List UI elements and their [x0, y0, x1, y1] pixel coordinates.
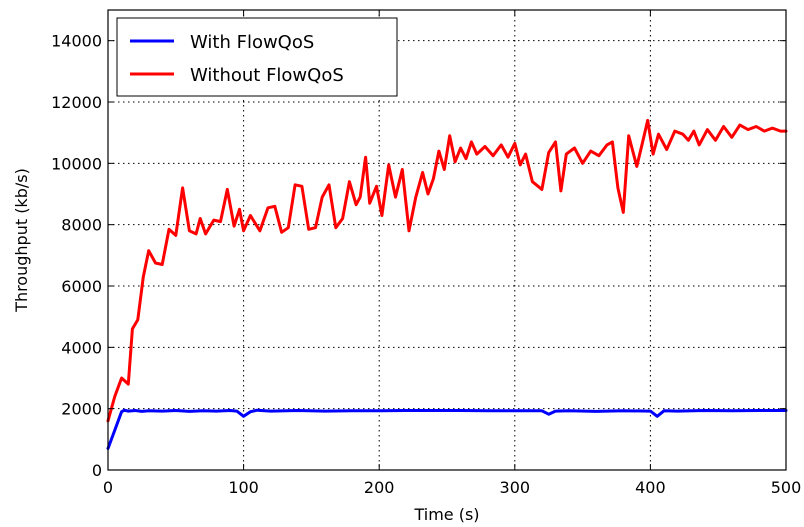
y-tick-label: 6000	[61, 277, 102, 296]
x-tick-label: 400	[635, 478, 666, 497]
y-tick-label: 2000	[61, 400, 102, 419]
x-tick-label: 100	[228, 478, 259, 497]
legend-box	[116, 17, 398, 97]
x-axis-label: Time (s)	[413, 505, 479, 524]
y-tick-label: 4000	[61, 338, 102, 357]
legend-label-without-flowqos: Without FlowQoS	[190, 65, 344, 86]
legend: With FlowQoS Without FlowQoS	[116, 17, 398, 97]
y-tick-label: 0	[92, 461, 102, 480]
x-tick-label: 200	[364, 478, 395, 497]
x-tick-label: 500	[771, 478, 802, 497]
plot-frame	[107, 9, 787, 471]
x-tick-label: 300	[500, 478, 531, 497]
y-tick-label: 12000	[51, 93, 102, 112]
series-line-with-flowqos	[106, 408, 788, 450]
tick-labels: 0 100 200 300 400 500 0 2000 4000 6000 8000 10000 12…	[51, 32, 801, 497]
legend-label-with-flowqos: With FlowQoS	[190, 32, 314, 53]
y-axis-label: Throughput (kb/s)	[12, 168, 31, 313]
axis-ticks	[107, 10, 787, 471]
series-lines	[106, 118, 788, 450]
y-tick-label: 8000	[61, 216, 102, 235]
y-tick-label: 14000	[51, 32, 102, 51]
series-line-without-flowqos	[106, 118, 788, 423]
y-tick-label: 10000	[51, 154, 102, 173]
x-tick-label: 0	[103, 478, 113, 497]
